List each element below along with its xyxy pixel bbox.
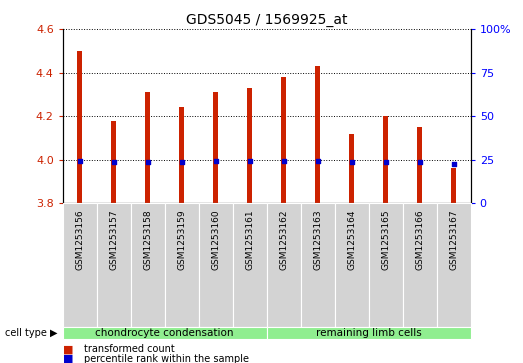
Point	[279, 159, 288, 164]
Bar	[281, 77, 286, 203]
Text: transformed count: transformed count	[84, 344, 175, 354]
Point	[143, 159, 152, 165]
Bar	[97, 203, 131, 327]
Point	[177, 159, 186, 165]
Text: GSM1253164: GSM1253164	[347, 209, 356, 270]
Point	[381, 159, 390, 165]
Text: percentile rank within the sample: percentile rank within the sample	[84, 354, 248, 363]
Bar	[77, 51, 82, 203]
Title: GDS5045 / 1569925_at: GDS5045 / 1569925_at	[186, 13, 347, 26]
Text: GSM1253159: GSM1253159	[177, 209, 186, 270]
Bar	[111, 121, 116, 203]
Bar	[315, 66, 320, 203]
Point	[347, 159, 356, 165]
Bar	[165, 203, 199, 327]
Text: GSM1253166: GSM1253166	[415, 209, 424, 270]
Bar	[145, 92, 150, 203]
Bar	[349, 134, 354, 203]
Point	[449, 161, 458, 167]
Bar	[267, 327, 471, 339]
Bar	[63, 327, 267, 339]
Bar	[437, 203, 471, 327]
Bar	[369, 203, 403, 327]
Bar	[199, 203, 233, 327]
Point	[245, 159, 254, 164]
Text: GSM1253156: GSM1253156	[75, 209, 84, 270]
Bar	[247, 88, 252, 203]
Bar	[335, 203, 369, 327]
Text: ■: ■	[63, 344, 73, 354]
Text: cell type ▶: cell type ▶	[5, 328, 58, 338]
Bar	[63, 203, 97, 327]
Bar	[213, 92, 218, 203]
Point	[313, 158, 322, 163]
Bar	[131, 203, 165, 327]
Text: GSM1253160: GSM1253160	[211, 209, 220, 270]
Point	[75, 158, 84, 163]
Text: GSM1253165: GSM1253165	[381, 209, 390, 270]
Bar	[267, 203, 301, 327]
Bar	[417, 127, 422, 203]
Text: ■: ■	[63, 354, 73, 363]
Text: GSM1253163: GSM1253163	[313, 209, 322, 270]
Text: chondrocyte condensation: chondrocyte condensation	[96, 328, 234, 338]
Point	[211, 158, 220, 164]
Bar	[383, 116, 388, 203]
Text: GSM1253158: GSM1253158	[143, 209, 152, 270]
Text: GSM1253167: GSM1253167	[449, 209, 458, 270]
Point	[109, 159, 118, 165]
Text: GSM1253162: GSM1253162	[279, 209, 288, 270]
Bar	[179, 107, 184, 203]
Bar	[451, 168, 456, 203]
Bar	[403, 203, 437, 327]
Text: remaining limb cells: remaining limb cells	[316, 328, 422, 338]
Point	[415, 159, 424, 165]
Text: GSM1253157: GSM1253157	[109, 209, 118, 270]
Text: GSM1253161: GSM1253161	[245, 209, 254, 270]
Bar	[233, 203, 267, 327]
Bar	[301, 203, 335, 327]
